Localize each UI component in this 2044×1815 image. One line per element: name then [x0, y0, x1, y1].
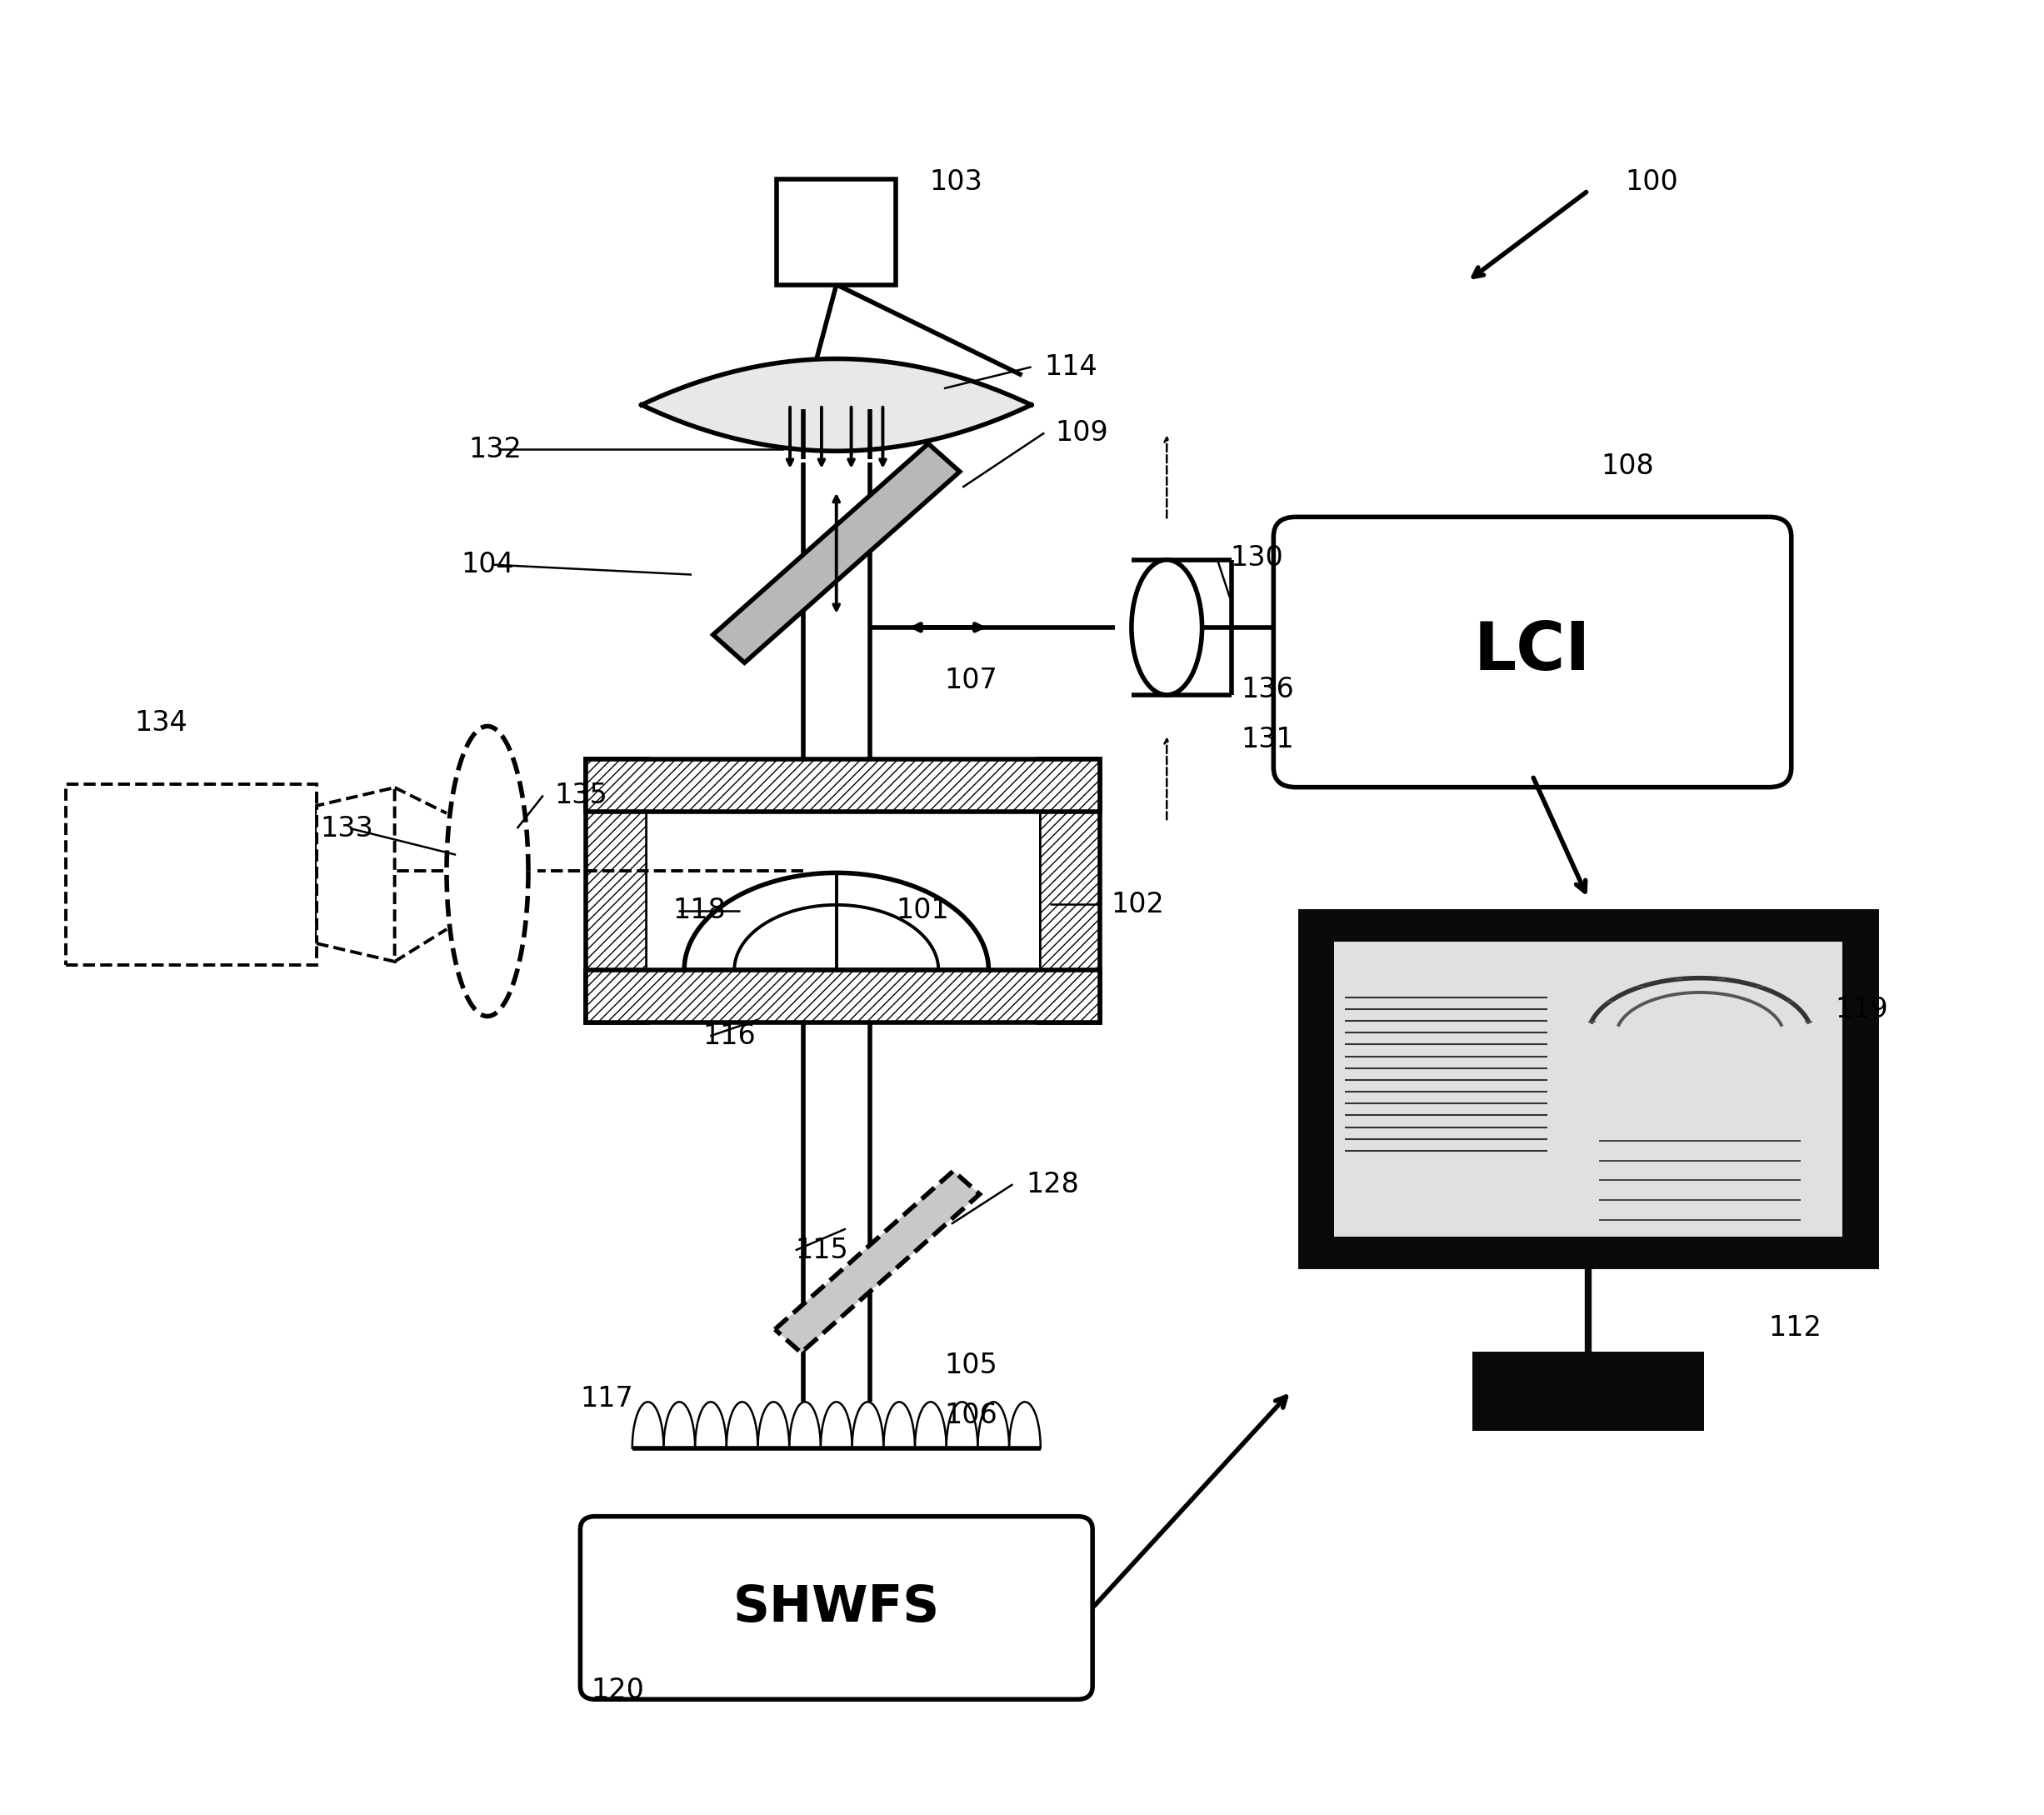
Text: 130: 130: [1230, 544, 1284, 572]
Bar: [587, 971, 1100, 1024]
Text: 103: 103: [930, 169, 983, 196]
Text: 112: 112: [1768, 1314, 1821, 1341]
Text: 117: 117: [580, 1385, 634, 1412]
Text: 109: 109: [1055, 419, 1108, 446]
Text: 106: 106: [944, 1401, 997, 1428]
Text: LCI: LCI: [1474, 619, 1590, 684]
FancyBboxPatch shape: [1273, 517, 1791, 788]
Bar: [1300, 911, 1876, 1265]
Text: 135: 135: [554, 782, 607, 809]
Text: 107: 107: [944, 666, 997, 693]
FancyBboxPatch shape: [580, 1516, 1094, 1699]
Text: 134: 134: [135, 710, 188, 737]
Text: 116: 116: [703, 1022, 756, 1049]
Text: 128: 128: [1026, 1171, 1079, 1198]
Text: SHWFS: SHWFS: [734, 1583, 940, 1632]
Text: 136: 136: [1241, 677, 1294, 704]
Text: 114: 114: [1044, 354, 1098, 381]
Bar: [587, 759, 1100, 811]
Ellipse shape: [1132, 559, 1202, 695]
Text: 119: 119: [1836, 996, 1889, 1024]
Bar: [1472, 1352, 1705, 1430]
Text: 131: 131: [1241, 726, 1294, 753]
Bar: [587, 759, 648, 1024]
Text: 132: 132: [468, 436, 521, 463]
Text: 102: 102: [1112, 891, 1165, 918]
Bar: [648, 811, 1038, 971]
Text: 105: 105: [944, 1352, 997, 1379]
Bar: [1300, 911, 1876, 1265]
Bar: [1335, 942, 1842, 1236]
Bar: [777, 180, 895, 285]
Text: 108: 108: [1600, 452, 1654, 479]
Polygon shape: [775, 1171, 979, 1352]
Polygon shape: [317, 788, 394, 962]
Text: 100: 100: [1625, 169, 1678, 196]
Text: 101: 101: [895, 897, 948, 924]
Text: 118: 118: [672, 897, 726, 924]
Text: 115: 115: [795, 1236, 848, 1263]
Polygon shape: [713, 443, 961, 662]
Bar: [1038, 759, 1100, 1024]
Text: 120: 120: [591, 1677, 644, 1704]
Bar: [65, 784, 317, 966]
Text: 104: 104: [462, 552, 515, 579]
Text: 133: 133: [321, 815, 374, 842]
